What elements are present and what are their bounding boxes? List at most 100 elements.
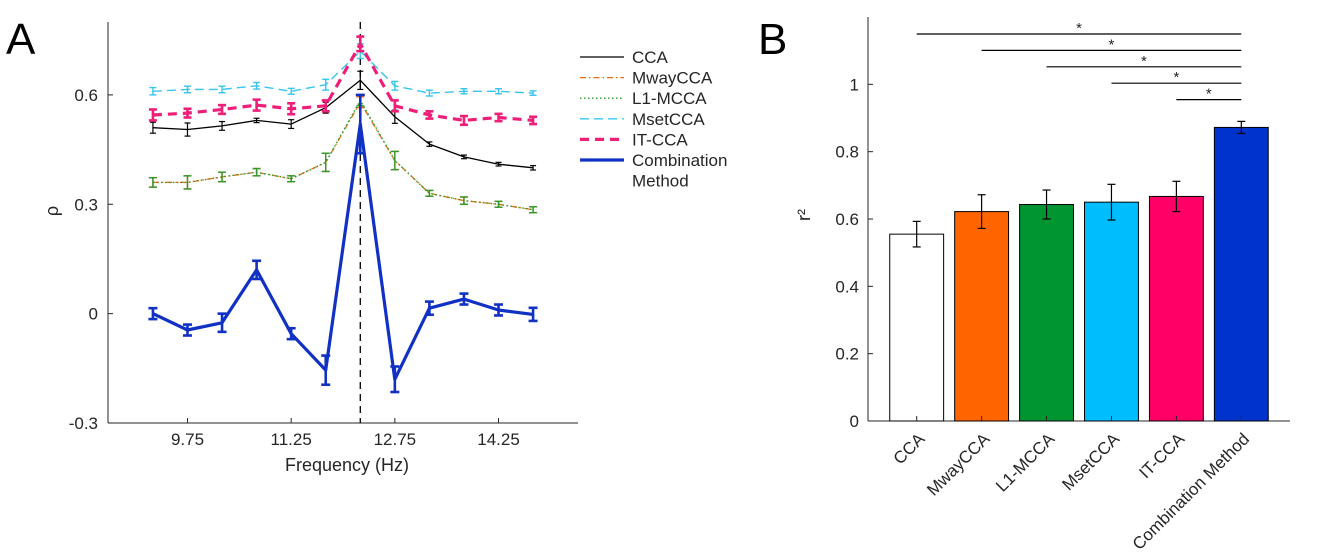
error-bar — [149, 121, 156, 134]
error-bar — [148, 306, 158, 321]
chart-b-y-tick-label: 0 — [850, 412, 859, 431]
error-bar — [391, 80, 399, 91]
legend-label: MwayCCA — [632, 69, 713, 88]
error-bar — [184, 122, 191, 137]
series-it-cca — [148, 35, 538, 127]
legend-label: CCA — [632, 48, 669, 67]
error-bar — [530, 165, 537, 171]
chart-a-y-axis-label: ρ — [42, 206, 62, 216]
chart-a-x-tick-label: 14.25 — [477, 430, 520, 449]
error-bar — [218, 85, 226, 94]
error-bar — [218, 103, 227, 116]
error-bar — [390, 99, 399, 113]
chart-a-x-tick-label: 12.75 — [374, 430, 417, 449]
error-bar — [217, 312, 227, 334]
error-bar — [459, 196, 468, 205]
category-label: L1-MCCA — [992, 429, 1059, 496]
error-bar — [494, 303, 504, 317]
error-bar — [425, 189, 434, 197]
significance-star: * — [1076, 20, 1082, 37]
error-bar — [252, 98, 261, 112]
category-label: MsetCCA — [1058, 429, 1123, 494]
chart-a-x-axis-label: Frequency (Hz) — [285, 455, 409, 475]
error-bar — [1172, 180, 1181, 213]
error-bar — [322, 78, 330, 91]
significance-star: * — [1141, 53, 1147, 70]
significance-star: * — [1173, 69, 1179, 86]
error-bar — [1042, 189, 1051, 220]
legend-label: L1-MCCA — [632, 89, 707, 108]
error-bar — [286, 326, 296, 341]
error-bar — [183, 107, 192, 119]
error-bar — [977, 194, 986, 230]
error-bar — [321, 152, 330, 173]
error-bar — [183, 85, 191, 94]
error-bar — [252, 259, 262, 281]
series-line — [152, 42, 534, 123]
error-bar — [459, 114, 468, 127]
error-bar — [356, 35, 365, 53]
error-bar — [253, 117, 260, 124]
series-line — [152, 50, 534, 94]
error-bar — [494, 112, 503, 123]
error-bar — [288, 119, 295, 130]
chart-b-y-tick-label: 0.2 — [835, 345, 859, 364]
series-l1-mcca — [148, 94, 538, 214]
chart-b-y-tick-label: 0.6 — [835, 210, 859, 229]
chart-a-y-tick-label: 0.3 — [74, 195, 98, 214]
category-label: Combination Method — [1129, 429, 1253, 553]
chart-a-x-tick-label: 11.25 — [271, 430, 312, 449]
error-bar — [287, 87, 295, 95]
error-bar — [287, 175, 296, 183]
error-bar — [390, 150, 399, 171]
bar — [1213, 126, 1269, 422]
chart-a-y-tick-label: 0 — [89, 305, 98, 324]
error-bar — [149, 86, 157, 96]
chart-b-y-tick-label: 0.4 — [835, 277, 859, 296]
error-bar — [460, 154, 467, 160]
error-bar — [529, 90, 537, 96]
error-bar — [424, 300, 434, 317]
bar — [1084, 201, 1139, 422]
series-line — [152, 79, 534, 169]
error-bar — [495, 161, 502, 167]
error-bar — [425, 110, 434, 120]
error-bar — [912, 220, 921, 248]
series-combination-method — [148, 93, 538, 394]
legend-label: MsetCCA — [632, 110, 705, 129]
bar — [1148, 195, 1204, 422]
category-label: CCA — [890, 429, 929, 468]
chart-a-y-tick-label: -0.3 — [69, 414, 98, 433]
chart-b-y-tick-label: 0.8 — [835, 143, 859, 162]
significance-star: * — [1109, 36, 1115, 53]
error-bar — [218, 171, 227, 183]
series-line — [152, 122, 534, 381]
error-bar — [287, 101, 296, 116]
category-label: MwayCCA — [923, 429, 994, 500]
chart-a-y-tick-label: 0.6 — [74, 86, 98, 105]
category-label: IT-CCA — [1135, 429, 1188, 482]
series-mwaycca — [148, 96, 538, 214]
series-line — [152, 99, 534, 211]
error-bar — [321, 354, 331, 387]
error-bar — [460, 88, 468, 95]
error-bar — [529, 206, 538, 214]
error-bar — [183, 175, 192, 190]
error-bar — [219, 120, 226, 131]
error-bar — [182, 323, 192, 337]
error-bar — [426, 141, 433, 147]
error-bar — [1237, 120, 1246, 135]
chart-b-y-tick-label: 1 — [850, 75, 859, 94]
legend-label-line: Combination — [632, 151, 727, 170]
error-bar — [321, 99, 330, 113]
chart-b-y-axis-label: r² — [794, 209, 814, 221]
line-chart: 9.75 11.25 12.75 14.25 -0.3 0 0.3 0.6 CCA MwayCCA… — [69, 22, 727, 449]
bar — [889, 233, 945, 422]
legend-label-line: Method — [632, 172, 689, 191]
legend-label: IT-CCA — [632, 130, 688, 149]
error-bar — [357, 70, 364, 91]
error-bar — [459, 292, 469, 306]
